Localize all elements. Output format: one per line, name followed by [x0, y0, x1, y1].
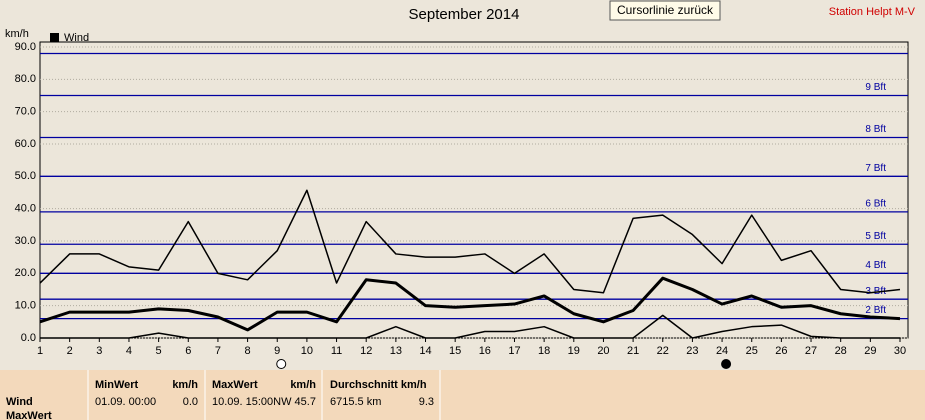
- x-tick-label: 24: [716, 345, 728, 357]
- row-label: MaxWert: [6, 410, 52, 420]
- series-line: [39, 189, 901, 294]
- x-tick-label: 3: [96, 345, 102, 357]
- legend-label: Wind: [64, 32, 89, 44]
- x-tick-label: 9: [274, 345, 280, 357]
- y-tick-label: 80.0: [15, 73, 36, 85]
- cell: 0.0: [183, 396, 198, 408]
- y-tick-label: 10.0: [15, 300, 36, 312]
- y-unit: km/h: [5, 28, 29, 40]
- row-label: Wind: [6, 396, 33, 408]
- x-tick-label: 14: [419, 345, 431, 357]
- x-tick-label: 4: [126, 345, 132, 357]
- x-tick-label: 11: [331, 345, 342, 357]
- y-tick-label: 50.0: [15, 170, 36, 182]
- beaufort-label: 6 Bft: [865, 199, 886, 210]
- y-tick-label: 70.0: [15, 106, 36, 118]
- x-tick-label: 10: [301, 345, 313, 357]
- x-tick-label: 28: [835, 345, 847, 357]
- x-tick-label: 7: [215, 345, 221, 357]
- y-tick-label: 60.0: [15, 138, 36, 150]
- cell: 9.3: [419, 396, 434, 408]
- x-tick-label: 1: [37, 345, 43, 357]
- x-tick-label: 21: [627, 345, 639, 357]
- chart-title: September 2014: [409, 6, 520, 23]
- x-tick-label: 17: [508, 345, 520, 357]
- x-tick-label: 6: [185, 345, 191, 357]
- beaufort-label: 7 Bft: [865, 163, 886, 174]
- x-tick-label: 19: [568, 345, 580, 357]
- x-tick-label: 20: [597, 345, 609, 357]
- beaufort-label: 5 Bft: [865, 231, 886, 242]
- x-tick-label: 2: [67, 345, 73, 357]
- plot-frame: [39, 41, 909, 339]
- y-tick-label: 90.0: [15, 41, 36, 53]
- x-tick-label: 8: [245, 345, 251, 357]
- x-tick-label: 30: [894, 345, 906, 357]
- button[interactable]: [609, 0, 721, 21]
- y-tick-label: 40.0: [15, 203, 36, 215]
- beaufort-label: 4 Bft: [865, 260, 886, 271]
- beaufort-label: 3 Bft: [865, 286, 886, 297]
- station-label: Station Helpt M-V: [829, 6, 916, 18]
- series-line: [39, 276, 901, 332]
- col-header: Durchschnitt km/h: [330, 379, 427, 391]
- y-tick-label: 30.0: [15, 235, 36, 247]
- x-tick-label: 22: [657, 345, 669, 357]
- x-tick-label: 27: [805, 345, 817, 357]
- moon-marker: [721, 359, 732, 369]
- x-tick-label: 13: [390, 345, 402, 357]
- beaufort-label: 2 Bft: [865, 305, 886, 316]
- col-unit: km/h: [290, 379, 316, 391]
- beaufort-label: 9 Bft: [865, 82, 886, 93]
- moon-marker: [276, 359, 287, 369]
- col-header: MinWert: [95, 379, 139, 391]
- x-tick-label: 5: [156, 345, 162, 357]
- col-unit: km/h: [172, 379, 198, 391]
- x-tick-label: 26: [775, 345, 787, 357]
- beaufort-label: 8 Bft: [865, 124, 886, 135]
- y-tick-label: 20.0: [15, 267, 36, 279]
- x-tick-label: 29: [864, 345, 876, 357]
- cell: 6715.5 km: [330, 396, 381, 408]
- button-label[interactable]: Cursorlinie zurück: [617, 3, 714, 17]
- x-tick-label: 15: [449, 345, 461, 357]
- summary-panel: [0, 370, 925, 420]
- legend-swatch: [50, 33, 59, 42]
- x-tick-label: 25: [746, 345, 758, 357]
- x-tick-label: 18: [538, 345, 550, 357]
- series-line: [40, 314, 900, 339]
- cell: 01.09. 00:00: [95, 396, 156, 408]
- col-header: MaxWert: [212, 379, 258, 391]
- x-tick-label: 23: [686, 345, 698, 357]
- cell: 10.09. 15:00NW 45.7: [212, 396, 316, 408]
- x-tick-label: 12: [360, 345, 372, 357]
- x-tick-label: 16: [479, 345, 491, 357]
- y-tick-label: 0.0: [21, 332, 36, 344]
